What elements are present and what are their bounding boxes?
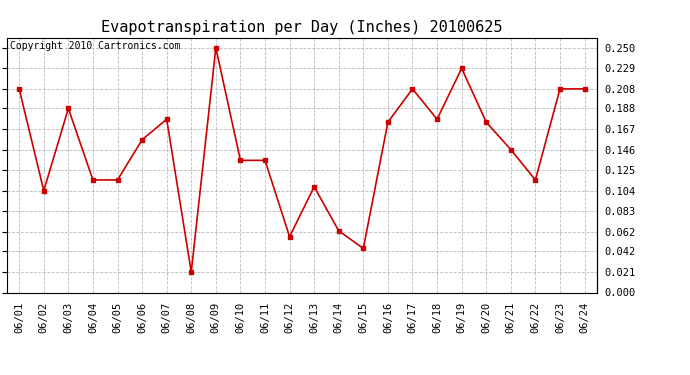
Title: Evapotranspiration per Day (Inches) 20100625: Evapotranspiration per Day (Inches) 2010…: [101, 20, 502, 35]
Text: Copyright 2010 Cartronics.com: Copyright 2010 Cartronics.com: [10, 41, 180, 51]
